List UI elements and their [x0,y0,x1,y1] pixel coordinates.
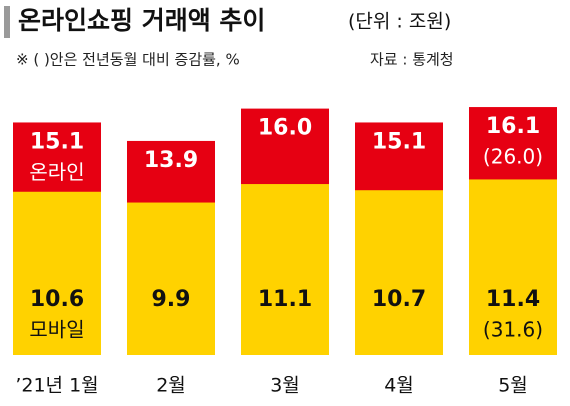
value-label: 15.1 [30,129,84,154]
value-label: 13.9 [144,148,198,173]
value-label: 11.4 [486,287,540,312]
bar-mobile [13,191,101,355]
x-tick-label: 5월 [498,375,528,397]
title-marker [4,6,10,38]
value-label: 16.1 [486,114,540,139]
bar-mobile [355,190,443,355]
chart-title: 온라인쇼핑 거래액 추이 [18,6,265,35]
subtitle: ※ ( )안은 전년동월 대비 증감률, % [16,51,240,69]
value-label: 10.7 [372,287,426,312]
value-label: 15.1 [372,129,426,154]
yoy-label: (26.0) [483,145,543,169]
x-tick-label: 2월 [156,375,186,397]
value-label: 10.6 [30,287,84,312]
x-tick-label: 4월 [384,375,414,397]
source: 자료 : 통계청 [370,51,454,69]
value-label: 9.9 [152,287,191,312]
yoy-label: (31.6) [483,318,543,342]
x-tick-label: 3월 [270,375,300,397]
bar-mobile [127,202,215,355]
series-name: 모바일 [29,318,84,342]
bar-mobile [241,184,329,355]
series-name: 온라인 [29,160,84,184]
value-label: 11.1 [258,287,312,312]
x-tick-label: ’21년 1월 [15,375,98,397]
bar-mobile [469,179,557,355]
unit-label: (단위 : 조원) [348,11,451,33]
value-label: 16.0 [258,116,312,141]
